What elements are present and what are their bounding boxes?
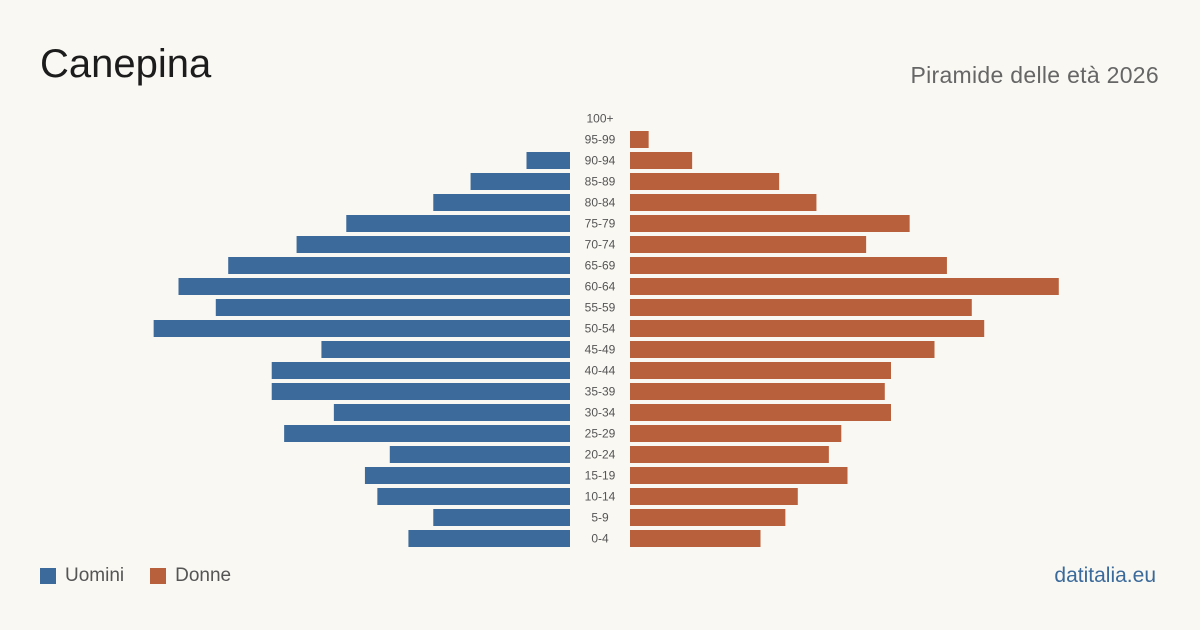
age-label-75-79: 75-79	[585, 217, 616, 231]
bar-women-85-89	[630, 173, 780, 190]
age-label-70-74: 70-74	[585, 238, 616, 252]
bar-women-45-49	[630, 341, 935, 358]
legend-item-women: Donne	[150, 565, 231, 587]
age-label-80-84: 80-84	[585, 196, 616, 210]
bar-women-75-79	[630, 215, 910, 232]
age-label-55-59: 55-59	[585, 301, 616, 315]
bar-women-95-99	[630, 131, 649, 148]
bar-men-55-59	[215, 299, 571, 316]
bar-women-90-94	[630, 152, 693, 169]
bar-women-50-54	[630, 320, 985, 337]
bar-women-60-64	[630, 278, 1059, 295]
bar-women-70-74	[630, 236, 867, 253]
bar-women-20-24	[630, 446, 829, 463]
age-label-40-44: 40-44	[585, 364, 616, 378]
legend: Uomini Donne	[40, 565, 257, 587]
brand-link[interactable]: datitalia.eu	[1054, 564, 1156, 587]
bar-men-45-49	[321, 341, 570, 358]
chart-subtitle: Piramide delle età 2026	[910, 62, 1159, 88]
bar-men-75-79	[346, 215, 570, 232]
bar-men-15-19	[364, 467, 570, 484]
legend-swatch-women	[150, 568, 167, 584]
age-label-65-69: 65-69	[585, 259, 616, 273]
legend-item-men: Uomini	[40, 565, 124, 587]
age-label-95-99: 95-99	[585, 133, 616, 147]
legend-label-men: Uomini	[65, 565, 125, 586]
age-label-25-29: 25-29	[585, 427, 616, 441]
bar-men-35-39	[271, 383, 570, 400]
bar-women-0-4	[630, 530, 761, 547]
bar-women-80-84	[630, 194, 817, 211]
bar-men-50-54	[153, 320, 570, 337]
bar-women-15-19	[630, 467, 848, 484]
legend-label-women: Donne	[175, 565, 232, 586]
bar-women-30-34	[630, 404, 891, 421]
bar-women-5-9	[630, 509, 786, 526]
bar-men-90-94	[526, 152, 570, 169]
chart-title: Canepina	[40, 42, 212, 86]
age-label-20-24: 20-24	[585, 448, 616, 462]
bar-men-80-84	[433, 194, 570, 211]
age-label-30-34: 30-34	[585, 406, 616, 420]
bar-men-60-64	[178, 278, 570, 295]
bar-women-25-29	[630, 425, 842, 442]
bar-men-25-29	[284, 425, 570, 442]
age-label-15-19: 15-19	[585, 469, 616, 483]
bar-men-20-24	[389, 446, 570, 463]
age-label-5-9: 5-9	[591, 511, 609, 525]
age-label-100+: 100+	[586, 112, 613, 126]
age-label-90-94: 90-94	[585, 154, 616, 168]
bar-women-65-69	[630, 257, 947, 274]
bar-men-40-44	[271, 362, 570, 379]
age-label-85-89: 85-89	[585, 175, 616, 189]
age-label-50-54: 50-54	[585, 322, 616, 336]
age-label-60-64: 60-64	[585, 280, 616, 294]
bar-women-10-14	[630, 488, 798, 505]
age-label-35-39: 35-39	[585, 385, 616, 399]
bar-men-70-74	[296, 236, 570, 253]
bar-men-65-69	[228, 257, 570, 274]
age-label-45-49: 45-49	[585, 343, 616, 357]
bar-women-40-44	[630, 362, 891, 379]
bar-women-55-59	[630, 299, 972, 316]
age-label-0-4: 0-4	[591, 532, 609, 546]
bar-men-10-14	[377, 488, 570, 505]
bar-men-0-4	[408, 530, 570, 547]
bar-men-85-89	[470, 173, 570, 190]
age-label-10-14: 10-14	[585, 490, 616, 504]
bar-women-35-39	[630, 383, 885, 400]
legend-swatch-men	[40, 568, 56, 584]
bar-men-30-34	[333, 404, 570, 421]
bar-men-5-9	[433, 509, 570, 526]
